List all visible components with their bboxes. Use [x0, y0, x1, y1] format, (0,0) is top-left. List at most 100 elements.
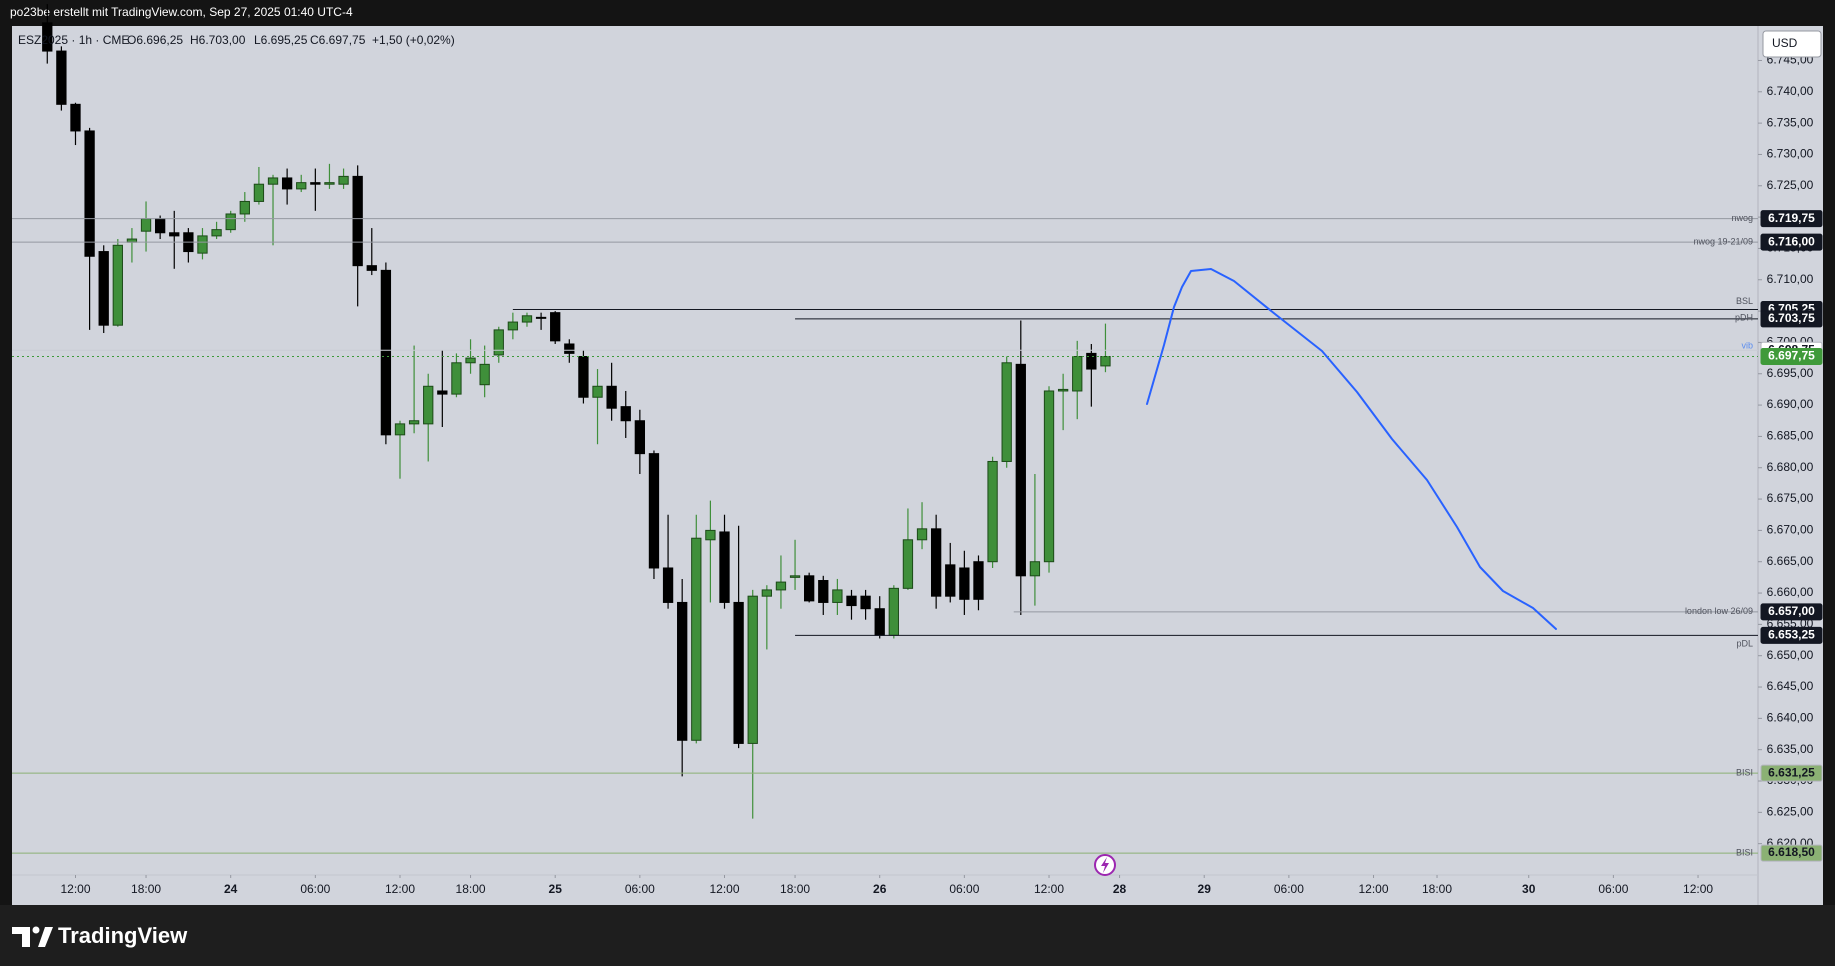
- candle-body: [70, 103, 81, 132]
- candle-body: [832, 589, 843, 603]
- currency-button[interactable]: USD: [1762, 30, 1822, 58]
- logo-slash: [38, 927, 53, 947]
- level-name: nwog: [1731, 213, 1753, 223]
- x-tick-label: 12:00: [1683, 882, 1713, 896]
- candle-body: [1057, 388, 1069, 392]
- level-price-label: 6.716,00: [1768, 234, 1815, 248]
- candle-body: [973, 561, 984, 600]
- candle-body: [860, 595, 871, 610]
- candle-body: [1029, 561, 1041, 577]
- y-tick-label: 6.725,00: [1767, 178, 1814, 192]
- candle-body: [112, 244, 123, 326]
- level-price-box: [1760, 603, 1823, 621]
- y-tick-label: 6.625,00: [1767, 805, 1814, 819]
- x-tick-label: 18:00: [1422, 882, 1452, 896]
- ohlc-close: C6.697,75: [310, 33, 366, 47]
- candle-body: [267, 177, 279, 185]
- legend: ESZ2025 · 1h · CME O6.696,25 H6.703,00 L…: [18, 33, 455, 47]
- candle-body: [211, 229, 222, 237]
- level-price-label: 6.657,00: [1768, 604, 1815, 618]
- y-tick-label: 6.665,00: [1767, 554, 1814, 568]
- x-tick-label: 12:00: [1034, 882, 1064, 896]
- level-name: BSL: [1736, 296, 1753, 306]
- ohlc-low: L6.695,25: [254, 33, 308, 47]
- candle-body: [465, 357, 476, 364]
- candle-body: [56, 50, 67, 105]
- x-tick-label: 06:00: [625, 882, 655, 896]
- x-tick-label: 12:00: [1359, 882, 1389, 896]
- candle-body: [98, 251, 109, 326]
- currency-box: [1762, 30, 1822, 58]
- level-price-label: 6.719,75: [1768, 211, 1815, 225]
- y-tick-label: 6.645,00: [1767, 679, 1814, 693]
- candle-body: [620, 406, 631, 422]
- candle-body: [945, 564, 956, 597]
- candle-body: [691, 537, 702, 741]
- candle-body: [352, 175, 363, 267]
- level-price-box: [1760, 764, 1823, 782]
- candle-body: [281, 177, 293, 190]
- candle-body: [592, 385, 603, 398]
- candle-body: [930, 528, 942, 597]
- candle-body: [662, 567, 674, 603]
- symbol: ESZ2025 · 1h · CME: [18, 33, 129, 47]
- credit: po23be erstellt mit TradingView.com, Sep…: [10, 5, 353, 19]
- y-tick-label: 6.710,00: [1767, 272, 1814, 286]
- candle-body: [987, 460, 998, 563]
- candle-body: [677, 601, 688, 741]
- level-price-box: [1760, 348, 1823, 366]
- level-name: BISI: [1736, 847, 1753, 857]
- level-price-box: [1760, 210, 1823, 228]
- candle-body: [874, 608, 885, 636]
- footer: [0, 905, 1835, 966]
- candle-body: [380, 269, 392, 436]
- candle-body: [1086, 352, 1097, 370]
- candle-body: [197, 235, 208, 254]
- candle-body: [705, 529, 716, 541]
- x-tick-label: 12:00: [385, 882, 415, 896]
- y-tick-label: 6.670,00: [1767, 523, 1814, 537]
- candle-body: [84, 130, 95, 257]
- footer-logo: TradingView: [12, 923, 188, 948]
- ohlc-high: H6.703,00: [190, 33, 246, 47]
- currency: USD: [1772, 36, 1798, 50]
- alert-icon[interactable]: [1094, 854, 1116, 876]
- logo-text: TradingView: [58, 923, 188, 948]
- level-name: london low 26/09: [1685, 606, 1753, 616]
- candle-body: [437, 390, 448, 395]
- y-tick-label: 6.640,00: [1767, 711, 1814, 725]
- x-tick-label: 12:00: [709, 882, 739, 896]
- y-tick-label: 6.690,00: [1767, 397, 1814, 411]
- logo-mark: [12, 927, 30, 947]
- level-price-label: 6.703,75: [1768, 311, 1815, 325]
- candle-body: [140, 218, 152, 232]
- y-tick-label: 6.695,00: [1767, 366, 1814, 380]
- candle-body: [606, 385, 617, 409]
- y-tick-label: 6.635,00: [1767, 742, 1814, 756]
- candle-body: [423, 385, 434, 425]
- ohlc-open: O6.696,25: [127, 33, 183, 47]
- level-name: pDL: [1736, 639, 1753, 649]
- candle-body: [648, 453, 660, 569]
- candle-body: [564, 343, 575, 354]
- x-tick-label: 18:00: [456, 882, 486, 896]
- candle-body: [747, 595, 758, 744]
- level-price-box: [1760, 844, 1823, 862]
- candle-body: [916, 528, 928, 541]
- candle-body: [634, 420, 646, 455]
- alert-bolt: [1101, 857, 1109, 873]
- candle-body: [408, 420, 420, 425]
- candle-body: [366, 265, 377, 271]
- candle-body: [310, 182, 321, 185]
- candle-body: [479, 363, 490, 386]
- candle-body: [324, 182, 335, 185]
- candle-body: [550, 312, 561, 342]
- candle-body: [1072, 356, 1083, 392]
- candle-body: [239, 200, 250, 215]
- candle-body: [521, 315, 533, 323]
- candle-body: [902, 539, 914, 589]
- x-tick-label: 06:00: [949, 882, 979, 896]
- level-price-label: 6.618,50: [1768, 845, 1815, 859]
